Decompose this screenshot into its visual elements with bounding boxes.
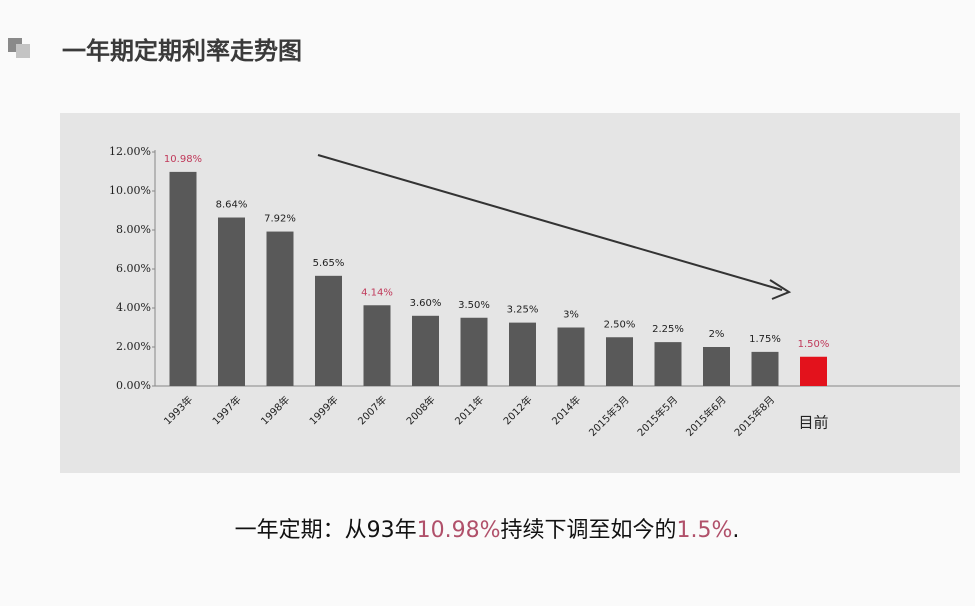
caption-part: 持续下调至如今的 bbox=[500, 518, 676, 543]
bar bbox=[315, 275, 342, 386]
caption-part: 一年定期：从93年 bbox=[235, 518, 417, 543]
value-label: 3.60% bbox=[410, 298, 442, 309]
y-tick-label: 6.00% bbox=[116, 262, 151, 275]
value-label: 1.50% bbox=[798, 339, 830, 350]
caption-part: . bbox=[732, 518, 739, 543]
value-label: 3.50% bbox=[458, 300, 490, 311]
value-label: 7.92% bbox=[264, 214, 296, 225]
y-tick-label: 10.00% bbox=[109, 184, 151, 197]
bar bbox=[218, 217, 245, 386]
value-label: 2.25% bbox=[652, 324, 684, 335]
y-tick-label: 2.00% bbox=[116, 340, 151, 353]
bar bbox=[751, 351, 779, 386]
value-label: 3.25% bbox=[507, 305, 539, 316]
value-label: 3% bbox=[563, 310, 579, 321]
bar bbox=[800, 356, 827, 386]
y-tick-label: 4.00% bbox=[116, 301, 151, 314]
page-title: 一年期定期利率走势图 bbox=[62, 37, 302, 65]
value-label: 4.14% bbox=[361, 287, 393, 298]
y-tick-label: 0.00% bbox=[116, 379, 151, 392]
bar bbox=[460, 317, 488, 386]
value-label: 1.75% bbox=[749, 334, 781, 345]
trend-arrow bbox=[317, 154, 783, 291]
bar bbox=[412, 315, 439, 386]
y-tick-label: 12.00% bbox=[109, 145, 151, 158]
caption: 一年定期：从93年10.98%持续下调至如今的1.5%. bbox=[235, 518, 740, 543]
bar bbox=[169, 171, 197, 386]
value-label: 5.65% bbox=[313, 258, 345, 269]
caption-part: 10.98% bbox=[417, 518, 501, 543]
bar bbox=[557, 327, 585, 386]
value-label: 10.98% bbox=[164, 154, 202, 165]
caption-part: 1.5% bbox=[677, 518, 733, 543]
bar bbox=[654, 342, 682, 386]
chart-panel bbox=[60, 113, 960, 473]
bar bbox=[363, 305, 391, 386]
value-label: 2% bbox=[709, 329, 725, 340]
y-tick-label: 8.00% bbox=[116, 223, 151, 236]
bar bbox=[266, 231, 294, 386]
value-label: 2.50% bbox=[604, 319, 636, 330]
trend-arrow-head bbox=[769, 279, 792, 300]
bar bbox=[509, 322, 536, 386]
bar bbox=[703, 347, 730, 386]
icon bbox=[16, 44, 30, 58]
value-label: 8.64% bbox=[216, 200, 248, 211]
x-tick-label: 目前 bbox=[798, 414, 828, 432]
bar bbox=[606, 337, 633, 386]
